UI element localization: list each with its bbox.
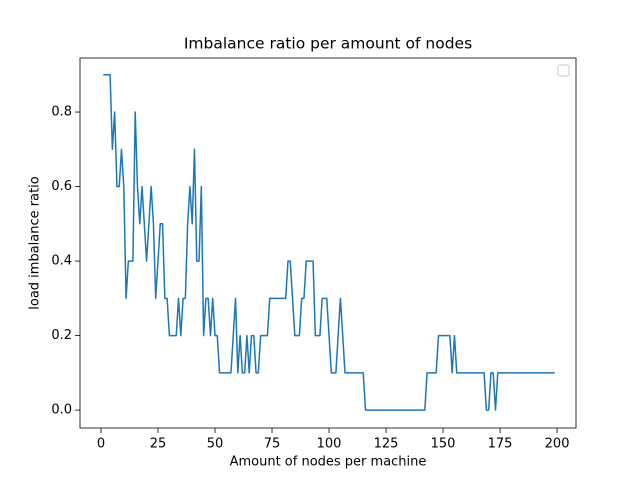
chart-title: Imbalance ratio per amount of nodes <box>184 35 472 53</box>
x-tick-label: 75 <box>264 437 281 452</box>
x-tick-label: 175 <box>488 437 513 452</box>
x-tick-label: 125 <box>374 437 399 452</box>
y-tick-label: 0.4 <box>51 254 72 269</box>
data-line <box>103 74 555 411</box>
y-tick-label: 0.2 <box>51 328 72 343</box>
legend-box <box>557 64 570 77</box>
y-tick-label: 0.8 <box>51 105 72 120</box>
y-axis-label: load imbalance ratio <box>28 176 43 310</box>
x-tick-label: 0 <box>97 437 105 452</box>
x-tick-label: 25 <box>150 437 167 452</box>
y-tick-label: 0.6 <box>51 179 72 194</box>
x-tick-label: 100 <box>317 437 342 452</box>
x-axis-label: Amount of nodes per machine <box>230 455 427 470</box>
y-tick-label: 0.0 <box>51 403 72 418</box>
x-tick-label: 150 <box>431 437 456 452</box>
x-tick-label: 200 <box>545 437 570 452</box>
x-tick-label: 50 <box>207 437 224 452</box>
plot-frame <box>79 57 577 429</box>
